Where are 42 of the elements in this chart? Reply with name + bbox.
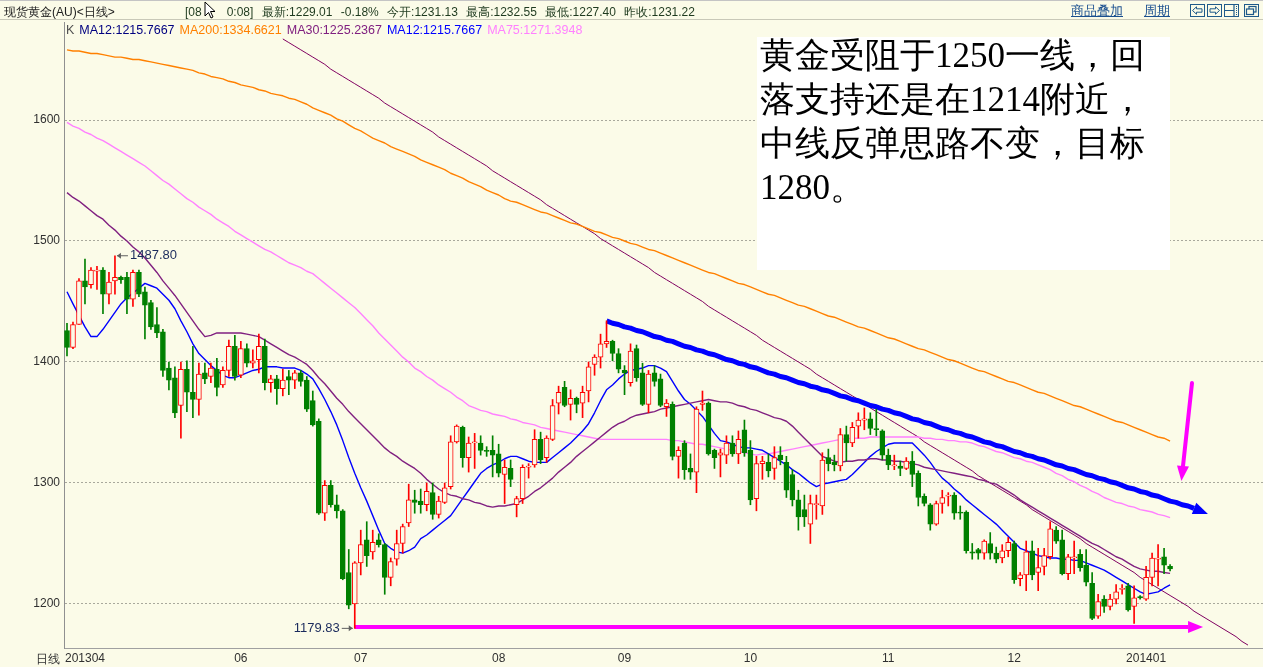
candlestick [1155, 544, 1161, 587]
candlestick [891, 454, 898, 470]
annotation: K [66, 23, 75, 37]
y-tick-label: 1600 [33, 112, 61, 127]
text: 周期 [1144, 3, 1170, 20]
candlestick [112, 255, 118, 295]
chart-title: 现货黄金(AU)<日线> [4, 4, 115, 21]
text: MA75:1271.3948 [487, 23, 583, 37]
x-tick-label: 10 [743, 650, 758, 665]
candlestick [285, 370, 292, 395]
text: 商品叠加 [1071, 3, 1123, 20]
x-tick-label: 11 [882, 650, 895, 665]
text: MA30:1225.2367 [286, 23, 382, 37]
chart-subtitle: [08 0:08] 最新:1229.01 -0.18% 今开:1231.13 最高:1232.55 最低:1227.40 昨收:1231.22 [185, 4, 695, 21]
text: MA200:1334.6621 [179, 23, 282, 37]
text: MA12:1215.7667 [386, 23, 483, 37]
candlestick [1071, 540, 1077, 575]
candlestick [82, 258, 88, 305]
y-tick-label: 1500 [33, 233, 61, 248]
candlestick [1131, 585, 1137, 624]
candlestick [1035, 547, 1042, 591]
x-tick-label: 08 [491, 650, 506, 665]
annotation: 1179.83 [293, 619, 340, 635]
x-axis-title: 日线 [36, 651, 60, 667]
candlestick [250, 349, 256, 369]
y-tick-label: 1200 [33, 596, 61, 611]
candlestick [268, 374, 274, 393]
annotation: 黄金受阻于1250一线，回落支持还是在1214附近，中线反弹思路不变，目标1280。 [760, 35, 1146, 209]
y-tick-label: 1300 [33, 475, 61, 490]
x-tick-label: 12 [1007, 650, 1022, 665]
y-tick-label: 1400 [33, 354, 61, 369]
annotation: MA12:1215.7667 [79, 23, 175, 37]
candlestick [897, 460, 904, 477]
candlestick [417, 488, 424, 514]
x-tick-label: 09 [617, 650, 632, 665]
x-tick-label: 06 [234, 650, 248, 665]
x-tick-label: 201304 [64, 650, 106, 665]
candlestick [945, 492, 952, 507]
x-tick-label: 201401 [1126, 650, 1167, 665]
candlestick [190, 345, 196, 418]
x-tick-label: 07 [354, 650, 368, 665]
candlestick [94, 266, 100, 290]
